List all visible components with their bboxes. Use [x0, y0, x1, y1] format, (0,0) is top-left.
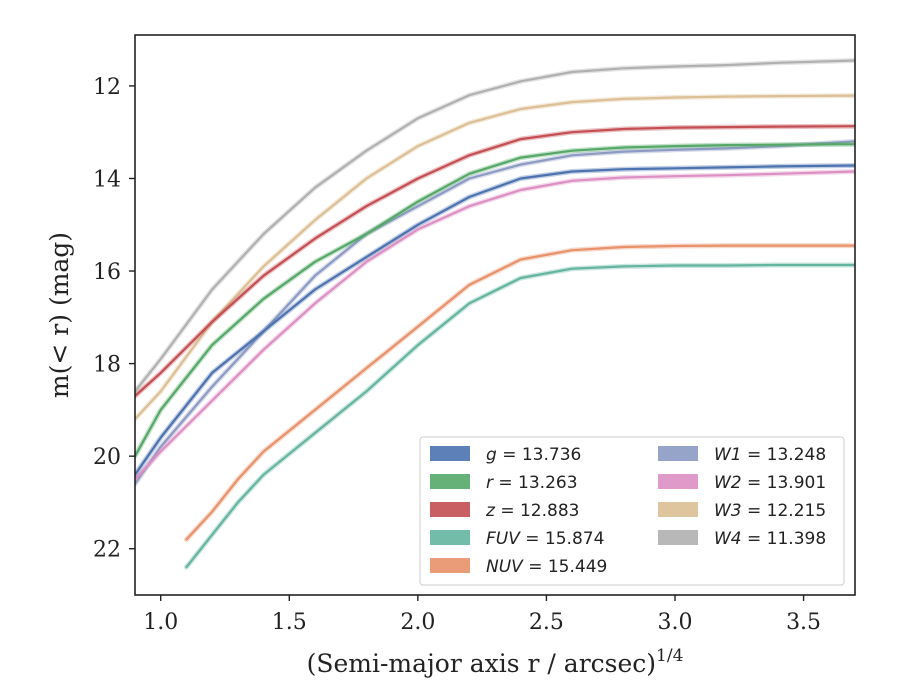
- series-line-r: [135, 143, 855, 458]
- legend-swatch-W2: [658, 474, 698, 489]
- legend-swatch-g: [430, 446, 470, 461]
- series-line-g: [135, 164, 855, 476]
- plot-frame: [134, 34, 856, 596]
- x-tick-label: 3.5: [786, 610, 821, 635]
- y-axis-title: m(< r) (mag): [45, 232, 74, 398]
- legend-swatch-W3: [658, 502, 698, 517]
- y-tick-label: 22: [93, 538, 121, 563]
- series-line-NUV: [185, 244, 855, 541]
- legend-swatch-FUV: [430, 530, 470, 545]
- series-line-FUV: [185, 263, 855, 569]
- y-tick-label: 18: [93, 353, 121, 378]
- y-tick-label: 14: [93, 167, 121, 192]
- y-tick-label: 16: [93, 260, 121, 285]
- x-axis-title: (Semi-major axis r / arcsec)1/4: [307, 646, 684, 678]
- legend-label-FUV: FUV = 15.874: [486, 529, 604, 549]
- y-tick-label: 12: [93, 75, 121, 100]
- y-tick-label: 20: [93, 445, 121, 470]
- x-tick-label: 1.5: [272, 610, 307, 635]
- legend-label-W3: W3 = 12.215: [714, 501, 826, 521]
- series-line-z: [135, 125, 855, 398]
- x-tick-label: 2.5: [529, 610, 564, 635]
- legend-frame: [419, 436, 845, 586]
- series-layer: [135, 58, 855, 570]
- x-tick-label: 2.0: [400, 610, 435, 635]
- legend-swatch-W4: [658, 530, 698, 545]
- series-line-W3: [135, 94, 855, 421]
- series-line-W2: [135, 170, 855, 481]
- legend-label-r: r = 13.263: [486, 473, 578, 493]
- legend-swatch-r: [430, 474, 470, 489]
- legend-label-W2: W2 = 13.901: [714, 473, 826, 493]
- x-axis: 1.0 1.5 2.0 2.5 3.0 3.5: [143, 595, 821, 635]
- x-axis-title-text: (Semi-major axis r / arcsec): [307, 649, 656, 678]
- y-axis: 12 14 16 18 20 22: [93, 75, 135, 563]
- series-line-W4: [135, 59, 855, 393]
- legend: g = 13.736 r = 13.263 z = 12.883 FUV = 15.8…: [419, 436, 845, 586]
- x-tick-label: 3.0: [658, 610, 693, 635]
- legend-label-NUV: NUV = 15.449: [486, 557, 607, 577]
- legend-swatch-W1: [658, 446, 698, 461]
- x-axis-title-exponent: 1/4: [656, 646, 683, 666]
- legend-label-W1: W1 = 13.248: [714, 445, 826, 465]
- legend-swatch-z: [430, 502, 470, 517]
- legend-swatch-NUV: [430, 558, 470, 573]
- legend-label-z: z = 12.883: [485, 501, 579, 521]
- legend-label-W4: W4 = 11.398: [714, 529, 826, 549]
- x-tick-label: 1.0: [143, 610, 178, 635]
- series-line-W1: [135, 140, 855, 485]
- legend-label-g: g = 13.736: [486, 445, 581, 465]
